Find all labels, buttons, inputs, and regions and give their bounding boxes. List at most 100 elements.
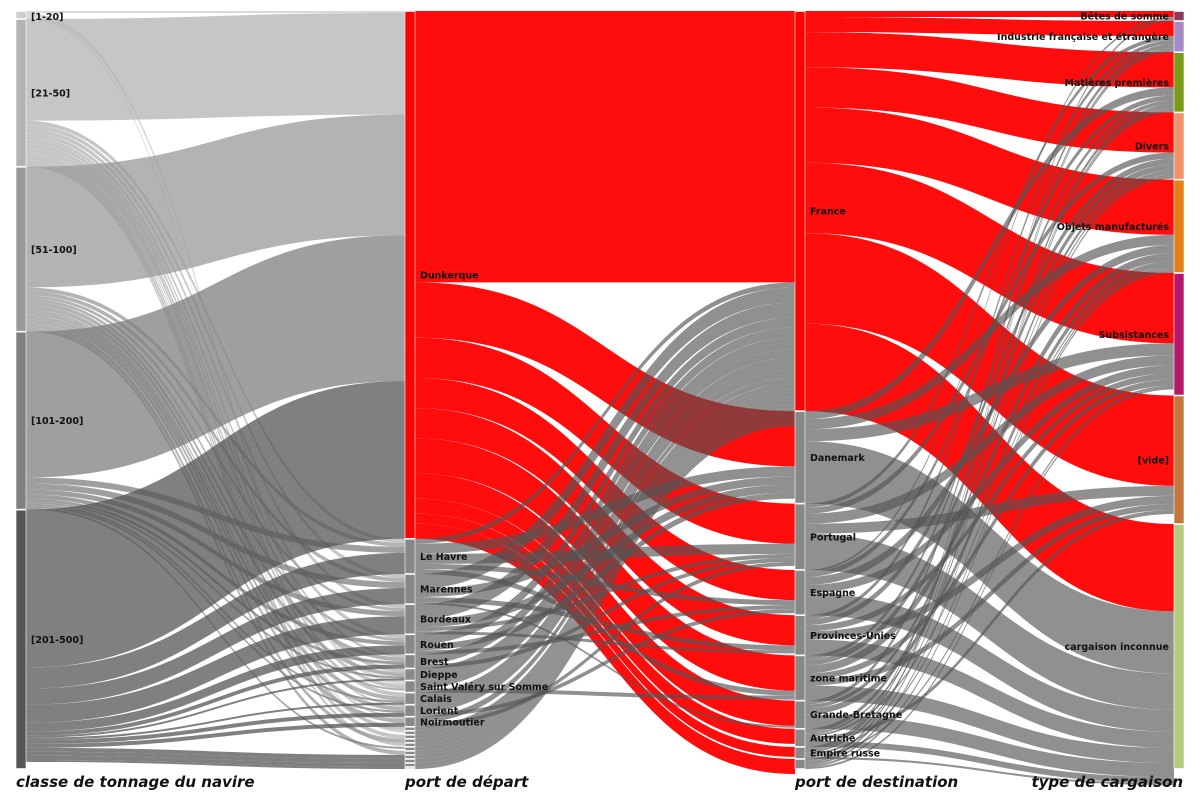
node-bar-51-100 <box>15 167 27 332</box>
node-bar-espagne <box>794 570 806 615</box>
flow-link <box>415 282 795 544</box>
flow-link <box>415 357 795 705</box>
node-bar-port-de-depart-11 <box>404 726 416 731</box>
node-bar-port-de-depart-20 <box>404 763 416 767</box>
flow-link <box>26 114 405 288</box>
node-label-france: France <box>810 207 846 218</box>
node-bar-port-de-depart-12 <box>404 730 416 735</box>
node-label-empire-russe: Empire russe <box>810 748 880 759</box>
flow-link <box>805 48 1174 751</box>
node-bar-autriche <box>794 728 806 747</box>
flow-link <box>26 11 405 14</box>
flow-link <box>805 740 1174 784</box>
node-bar-port-de-depart-16 <box>404 747 416 751</box>
flow-link <box>805 260 1174 715</box>
flow-link <box>805 387 1174 769</box>
flow-link <box>415 396 795 743</box>
node-label-1-20: [1-20] <box>31 12 63 23</box>
node-label-matieres-premieres: Matières premières <box>1064 78 1169 89</box>
node-label-espagne: Espagne <box>810 588 855 599</box>
node-bar-port-de-depart-17 <box>404 751 416 755</box>
flow-link <box>26 759 405 769</box>
node-bar-lorient <box>404 704 416 717</box>
node-bar-vide <box>1173 395 1185 524</box>
node-bar-1-20 <box>15 11 27 19</box>
flow-link <box>805 495 1174 640</box>
flow-link <box>805 170 1174 709</box>
node-bars <box>15 11 1185 769</box>
node-bar-21-50 <box>15 19 27 167</box>
node-bar-port-de-depart-15 <box>404 743 416 747</box>
node-bar-matieres-premieres <box>1173 52 1185 113</box>
flow-link <box>805 176 1174 765</box>
flow-link <box>415 561 795 727</box>
flow-link <box>415 424 795 769</box>
node-bar-dieppe <box>404 668 416 681</box>
flow-link <box>26 702 405 740</box>
flow-link <box>415 609 795 717</box>
flow-link <box>805 379 1174 680</box>
node-label-dieppe: Dieppe <box>420 670 458 681</box>
flow-link <box>415 412 795 759</box>
node-bar-subsistances <box>1173 273 1185 396</box>
node-bar-france <box>794 11 806 411</box>
flow-link <box>26 664 405 736</box>
node-bar-empire-russe <box>794 747 806 759</box>
node-label-divers: Divers <box>1135 142 1169 153</box>
flow-link <box>805 174 1174 735</box>
flow-link <box>805 685 1174 763</box>
flow-link <box>415 400 795 747</box>
flow-link <box>415 337 795 681</box>
flow-link <box>26 235 405 478</box>
flow-link <box>415 369 795 713</box>
node-label-noirmoutier: Noirmoutier <box>420 717 485 728</box>
node-bar-port-de-destination-9 <box>794 759 806 769</box>
flow-link <box>805 19 1174 749</box>
flow-link <box>805 503 1174 686</box>
flow-link <box>805 252 1174 674</box>
flow-link <box>26 751 405 763</box>
flow-link <box>805 267 1174 737</box>
flow-link <box>415 11 795 283</box>
flow-link <box>415 387 795 735</box>
flow-link <box>415 287 795 590</box>
flow-link <box>415 557 795 669</box>
flow-link <box>805 385 1174 757</box>
node-bar-101-200 <box>15 331 27 510</box>
node-label-autriche: Autriche <box>810 733 855 744</box>
node-label-bordeaux: Bordeaux <box>420 615 471 626</box>
flow-link <box>805 104 1174 733</box>
node-bar-dunkerque <box>404 11 416 539</box>
node-bar-bordeaux <box>404 604 416 635</box>
flow-link <box>415 597 795 651</box>
flow-link <box>415 523 795 775</box>
flow-link <box>805 233 1174 486</box>
flow-link <box>805 756 1174 786</box>
axis-title-cargo: type de cargaison <box>1031 773 1183 791</box>
node-label-21-50: [21-50] <box>31 88 70 99</box>
flow-link <box>805 36 1174 508</box>
node-bar-marennes <box>404 574 416 604</box>
node-label-betes-de-somme: Bêtes de somme <box>1080 12 1169 23</box>
axis-title-tonnage: classe de tonnage du navire <box>16 773 255 791</box>
node-label-vide: [vide] <box>1138 455 1169 466</box>
flow-link <box>415 568 795 696</box>
axis-title-departure: port de départ <box>405 773 529 791</box>
node-label-201-500: [201-500] <box>31 635 83 646</box>
flow-link <box>805 323 1174 612</box>
node-label-danemark: Danemark <box>810 453 865 464</box>
node-label-brest: Brest <box>420 657 449 668</box>
flow-link <box>415 416 795 763</box>
flow-link <box>415 605 795 655</box>
node-bar-port-de-depart-19 <box>404 759 416 763</box>
flow-link <box>805 107 1174 235</box>
flow-link <box>805 44 1174 705</box>
flow-link <box>415 302 795 620</box>
flow-link <box>805 365 1174 594</box>
flow-link <box>805 152 1174 514</box>
node-label-dunkerque: Dunkerque <box>420 270 479 281</box>
flow-link <box>805 95 1174 577</box>
node-label-zone-maritime: zone maritime <box>810 674 887 685</box>
node-bar-provinces-unies <box>794 615 806 656</box>
node-label-objets-manufactures: Objets manufacturés <box>1057 222 1170 233</box>
